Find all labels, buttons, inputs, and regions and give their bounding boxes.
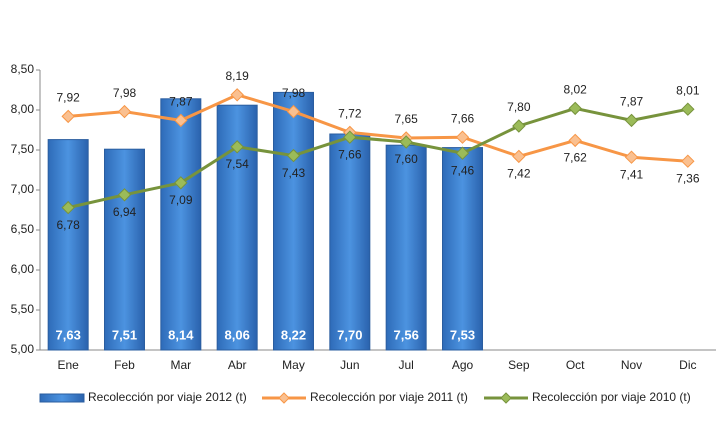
marker [230,140,244,154]
bar [385,144,427,351]
marker [174,176,188,190]
marker [568,133,582,148]
marker [230,88,244,102]
y-tick-label: 7,00 [11,182,35,196]
bar [442,147,483,351]
data-label: 6,94 [113,205,137,219]
y-tick-label: 8,50 [11,62,35,76]
data-label: 7,42 [507,167,531,181]
data-label: 7,65 [394,112,418,126]
x-tick-label: Oct [566,358,585,372]
x-tick-label: Sep [508,358,530,372]
bar [104,148,145,351]
bar [273,91,314,351]
y-tick-label: 6,00 [11,262,35,276]
legend-label: Recolección por viaje 2011 (t) [310,390,468,404]
data-label: 7,92 [56,91,80,105]
bar-value-label: 7,56 [394,327,419,342]
marker [455,146,470,160]
bar-value-label: 7,70 [337,327,362,342]
data-label: 7,43 [282,166,306,180]
y-tick-label: 5,00 [11,342,35,356]
marker [512,149,526,164]
marker [624,113,639,128]
bar-value-label: 8,22 [281,327,306,342]
bar-value-label: 8,06 [225,327,250,342]
bar-value-label: 7,63 [56,327,81,342]
bar-value-label: 7,53 [450,327,475,342]
marker [61,200,75,215]
data-label: 6,78 [56,218,80,232]
x-tick-label: Abr [228,358,247,372]
marker [455,130,470,144]
bar [329,133,371,351]
data-label: 7,66 [338,147,362,161]
x-tick-label: Ene [57,358,79,372]
bar-value-label: 7,51 [112,327,137,342]
x-tick-label: May [282,358,305,372]
data-label: 7,46 [451,163,475,177]
y-tick-label: 8,00 [11,102,35,116]
data-label: 7,62 [563,151,587,165]
bar-value-label: 8,14 [168,327,194,342]
bar [160,98,202,351]
marker [568,101,582,116]
legend-label: Recolección por viaje 2010 (t) [532,390,691,404]
data-label: 7,66 [451,111,475,125]
marker [117,104,132,119]
data-label: 7,80 [507,100,531,114]
data-label: 8,01 [676,83,700,97]
marker [624,150,639,164]
y-tick-label: 7,50 [11,142,35,156]
marker [61,109,75,124]
data-label: 7,36 [676,171,700,185]
data-label: 7,98 [282,86,306,100]
legend-marker [278,392,290,404]
marker [286,104,301,119]
legend-label: Recolección por viaje 2012 (t) [88,390,247,404]
x-tick-label: Dic [679,358,696,372]
line [67,106,689,210]
marker [343,130,357,144]
data-label: 7,98 [113,86,137,100]
x-tick-label: Jun [340,358,359,372]
x-tick-label: Mar [170,358,191,372]
data-label: 7,87 [620,95,644,109]
marker [512,119,526,133]
data-label: 7,41 [620,167,644,181]
y-tick-label: 5,50 [11,302,35,316]
marker [681,154,695,168]
legend-marker [500,392,512,404]
data-label: 8,19 [225,69,249,83]
marker [117,188,132,202]
x-tick-label: Nov [621,358,642,372]
marker [174,113,188,128]
data-label: 7,72 [338,107,362,121]
marker [681,102,695,116]
data-label: 7,60 [394,152,418,166]
y-tick-label: 6,50 [11,222,35,236]
x-tick-label: Feb [114,358,135,372]
x-tick-label: Jul [398,358,413,372]
marker [399,135,413,149]
data-label: 7,87 [169,95,193,109]
x-tick-label: Ago [452,358,474,372]
marker [286,148,301,163]
line [68,93,688,163]
data-label: 7,54 [225,157,249,171]
data-label: 8,02 [563,83,587,97]
legend-swatch [39,393,85,403]
bar [47,139,89,351]
data-label: 7,09 [169,193,193,207]
